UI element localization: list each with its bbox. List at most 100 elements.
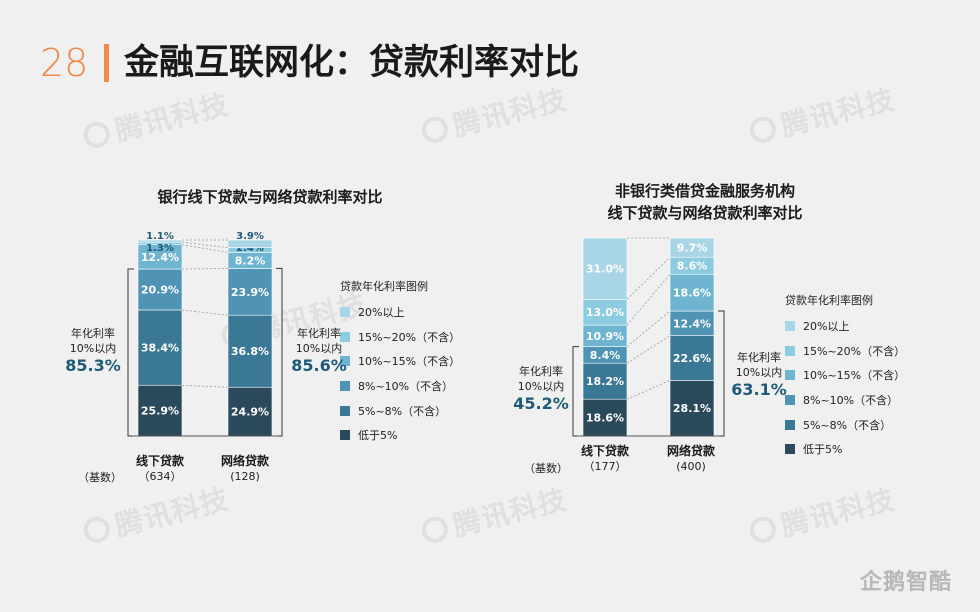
legend-label: 5%~8%（不含） [803, 418, 892, 432]
chart1-bar2-segment-8to10 [227, 268, 273, 316]
chart2-bar2-segment-5to8 [669, 335, 715, 381]
chart1-legend-item: 15%~20%（不含） [340, 325, 460, 350]
chart1-legend-item: 低于5% [340, 423, 460, 448]
chart1-bar1-segment-5to8 [137, 309, 183, 386]
legend-swatch [785, 395, 795, 406]
chart1-bar1-segment-10to15 [137, 244, 183, 270]
chart2-bar2-segment-8to10 [669, 310, 715, 336]
category-label: 线下贷款 [580, 444, 629, 458]
chart2-legend-item: 5%~8%（不含） [785, 412, 905, 437]
legend-swatch [340, 405, 350, 416]
chart1-bracket [276, 267, 283, 437]
legend-label: 20%以上 [358, 306, 405, 320]
chart1-bar1-value-label: 38.4% [141, 342, 179, 355]
chart1-connector-line [181, 244, 229, 253]
chart2-bar2-segment-20plus [669, 237, 715, 258]
chart2-bar2-segment-below5 [669, 380, 715, 437]
chart1-bar1-value-label: 12.4% [141, 251, 179, 264]
legend-swatch [340, 381, 350, 392]
chart2-legend-item: 15%~20%（不含） [785, 339, 905, 364]
chart2-bracket [572, 346, 579, 437]
chart1-legend-item: 20%以上 [340, 300, 460, 325]
legend-swatch [340, 356, 350, 367]
chart1-bar1-value-label: 1.1% [146, 231, 174, 242]
chart1-bar2-value-label: 36.8% [231, 345, 269, 358]
chart2-connector-line [626, 310, 671, 347]
chart1-left-annotation: 年化利率 10%以内 85.3% [58, 326, 128, 376]
chart1-bar1-segment-20plus [137, 239, 183, 243]
chart1-bar1-segment-below5 [137, 384, 183, 437]
chart1-connector-line [181, 309, 229, 316]
chart1-bar1-value-label: 20.9% [141, 283, 179, 296]
chart1-bracket [127, 268, 134, 437]
chart1-right-annotation: 年化利率 10%以内 85.6% [284, 326, 354, 376]
chart1-connector-line [181, 267, 229, 270]
chart2-connector-line [626, 256, 671, 300]
chart2-legend-title: 贷款年化利率图例 [785, 294, 873, 307]
title-accent-bar [104, 44, 109, 82]
category-label: 网络贷款 [220, 454, 269, 468]
chart2-bar2-value-label: 9.7% [677, 242, 708, 255]
legend-label: 8%~10%（不含） [358, 380, 454, 394]
legend-label: 15%~20%（不含） [803, 344, 906, 358]
chart2-legend-item: 8%~10%（不含） [785, 388, 905, 413]
chart1-bar2-value-label: 23.9% [231, 286, 269, 299]
chart1-connector-line [181, 241, 229, 249]
chart2-bar1-segment-15to20 [582, 299, 628, 326]
legend-swatch [340, 331, 350, 342]
chart2-bar2-segment-10to15 [669, 273, 715, 312]
chart1-legend-item: 5%~8%（不含） [340, 398, 460, 423]
chart1-bar2-segment-20plus [227, 239, 273, 248]
legend-swatch [785, 321, 795, 332]
chart2-title: 非银行类借贷金融服务机构 线下贷款与网络贷款利率对比 [607, 182, 803, 222]
annotation-label: 年化利率 10%以内 [735, 351, 783, 379]
chart2-bar1-segment-below5 [582, 398, 628, 437]
chart1-category-offline: 线下贷款 （634） [125, 454, 195, 484]
chart1-bar2-segment-5to8 [227, 314, 273, 388]
legend-swatch [785, 345, 795, 356]
legend-swatch [340, 307, 350, 318]
chart1-bar1-value-label: 25.9% [141, 405, 179, 418]
chart1-title: 银行线下贷款与网络贷款利率对比 [157, 188, 383, 206]
chart2-bar1-value-label: 8.4% [590, 349, 621, 362]
chart2-legend-item: 低于5% [785, 437, 905, 462]
chart1-base-label: （基数） [78, 471, 122, 484]
base-count: （634） [138, 470, 182, 483]
legend-label: 低于5% [358, 429, 398, 443]
chart2-connector-line [626, 273, 671, 326]
chart1-legend: 贷款年化利率图例 20%以上 15%~20%（不含） 10%~15%（不含） 8%~1… [340, 278, 460, 448]
annotation-value: 85.6% [291, 356, 347, 375]
chart2-bar1-segment-20plus [582, 237, 628, 300]
chart2-legend-item: 20%以上 [785, 314, 905, 339]
legend-swatch [785, 370, 795, 381]
chart2-bar2-value-label: 18.6% [673, 287, 711, 300]
chart2-bar2-value-label: 8.6% [677, 260, 708, 273]
chart1-connector-line [181, 384, 229, 388]
base-count: (400) [676, 460, 706, 473]
chart2-bar1-value-label: 18.6% [586, 412, 624, 425]
base-count: （177） [583, 460, 627, 473]
page-title: 金融互联网化：贷款利率对比 [124, 43, 580, 83]
category-label: 线下贷款 [135, 454, 184, 468]
chart2-connector-line [626, 379, 671, 400]
legend-label: 15%~20%（不含） [358, 330, 461, 344]
chart1-bar2-value-label: 24.9% [231, 406, 269, 419]
annotation-label: 年化利率 10%以内 [69, 327, 117, 355]
category-label: 网络贷款 [666, 444, 715, 458]
chart2-base-label: （基数） [524, 462, 568, 475]
chart2-legend-item: 10%~15%（不含） [785, 363, 905, 388]
chart2-bar1-value-label: 13.0% [586, 306, 624, 319]
annotation-value: 85.3% [65, 356, 121, 375]
legend-swatch [785, 444, 795, 455]
chart1-bar2-value-label: 8.2% [235, 254, 266, 267]
page-number: 28 [40, 41, 89, 85]
chart1-bar1-value-label: 1.3% [146, 243, 174, 254]
chart2-bar1-segment-5to8 [582, 362, 628, 400]
annotation-value: 63.1% [731, 380, 787, 399]
legend-label: 5%~8%（不含） [358, 404, 447, 418]
annotation-value: 45.2% [513, 394, 569, 413]
chart2-bar2-value-label: 28.1% [673, 402, 711, 415]
legend-label: 低于5% [803, 443, 843, 457]
legend-label: 20%以上 [803, 320, 850, 334]
chart2-right-annotation: 年化利率 10%以内 63.1% [724, 350, 794, 400]
